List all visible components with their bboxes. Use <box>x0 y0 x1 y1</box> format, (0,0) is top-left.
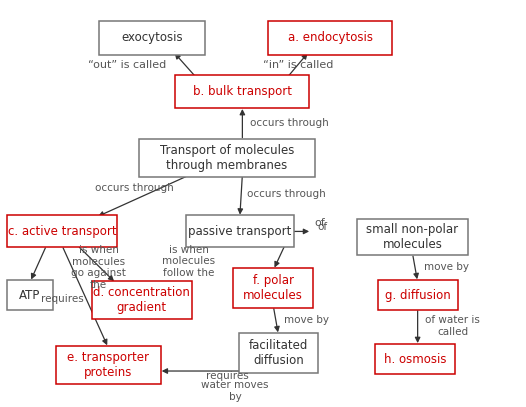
Text: d. concentration
gradient: d. concentration gradient <box>94 286 190 314</box>
Text: of: of <box>315 219 325 228</box>
Text: occurs through: occurs through <box>96 183 174 193</box>
FancyBboxPatch shape <box>139 139 315 177</box>
Text: g. diffusion: g. diffusion <box>385 289 450 302</box>
Text: a. endocytosis: a. endocytosis <box>288 31 372 44</box>
Text: c. active transport: c. active transport <box>8 225 116 238</box>
FancyBboxPatch shape <box>238 333 318 373</box>
FancyBboxPatch shape <box>357 219 468 255</box>
FancyBboxPatch shape <box>268 21 392 55</box>
FancyBboxPatch shape <box>186 215 294 247</box>
Text: of water is
called: of water is called <box>426 315 480 337</box>
FancyBboxPatch shape <box>56 346 161 384</box>
FancyBboxPatch shape <box>378 280 458 310</box>
Text: occurs through: occurs through <box>247 188 325 199</box>
Text: of: of <box>317 223 327 232</box>
Text: h. osmosis: h. osmosis <box>384 352 447 365</box>
FancyBboxPatch shape <box>234 268 313 308</box>
FancyBboxPatch shape <box>92 281 192 319</box>
Text: move by: move by <box>284 315 329 325</box>
Text: “out” is called: “out” is called <box>88 60 166 70</box>
FancyBboxPatch shape <box>99 21 205 55</box>
FancyBboxPatch shape <box>7 280 53 310</box>
Text: ATP: ATP <box>19 289 41 302</box>
Text: exocytosis: exocytosis <box>122 31 183 44</box>
Text: “in” is called: “in” is called <box>263 60 333 70</box>
Text: passive transport: passive transport <box>188 225 291 238</box>
Text: requires: requires <box>206 371 249 381</box>
Text: Transport of molecules
through membranes: Transport of molecules through membranes <box>160 144 294 172</box>
FancyBboxPatch shape <box>175 75 309 108</box>
Text: facilitated
diffusion: facilitated diffusion <box>249 339 308 367</box>
Text: is when
molecules
follow the: is when molecules follow the <box>163 245 216 278</box>
Text: b. bulk transport: b. bulk transport <box>193 85 292 98</box>
FancyBboxPatch shape <box>6 215 117 247</box>
Text: is when
molecules
go against
the: is when molecules go against the <box>71 245 126 290</box>
Text: e. transporter
proteins: e. transporter proteins <box>67 351 149 379</box>
Text: move by: move by <box>424 262 469 271</box>
FancyBboxPatch shape <box>375 344 455 374</box>
Text: occurs through: occurs through <box>250 118 329 127</box>
Text: water moves
by: water moves by <box>201 380 269 402</box>
Text: f. polar
molecules: f. polar molecules <box>244 274 304 302</box>
Text: small non-polar
molecules: small non-polar molecules <box>367 223 459 252</box>
Text: requires: requires <box>42 294 84 304</box>
